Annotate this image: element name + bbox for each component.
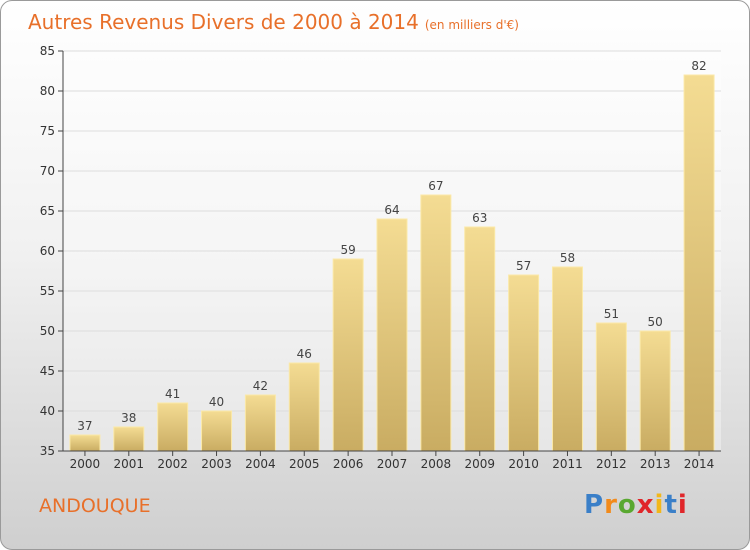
y-tick-label: 50 <box>40 324 55 338</box>
bar <box>420 194 452 452</box>
data-label: 40 <box>209 395 224 409</box>
logo-letter: x <box>636 490 655 520</box>
data-label: 41 <box>165 387 180 401</box>
x-tick-label: 2005 <box>289 457 320 471</box>
bar <box>113 426 145 452</box>
data-label: 82 <box>691 59 706 73</box>
logo-letter: i <box>677 490 688 520</box>
bar <box>201 410 233 452</box>
x-tick-label: 2004 <box>245 457 276 471</box>
y-tick-label: 70 <box>40 164 55 178</box>
data-label: 37 <box>77 419 92 433</box>
bar <box>244 394 276 452</box>
y-tick-label: 45 <box>40 364 55 378</box>
bar <box>508 274 540 452</box>
y-tick-label: 85 <box>40 44 55 58</box>
bar <box>639 330 671 452</box>
y-tick-label: 40 <box>40 404 55 418</box>
bar <box>464 226 496 452</box>
data-label: 67 <box>428 179 443 193</box>
x-tick-label: 2008 <box>421 457 452 471</box>
bar <box>288 362 320 452</box>
data-label: 50 <box>648 315 663 329</box>
logo-letter: r <box>604 490 618 520</box>
bar <box>376 218 408 452</box>
bar <box>157 402 189 452</box>
y-tick-label: 60 <box>40 244 55 258</box>
bars <box>69 74 715 452</box>
commune-name: ANDOUQUE <box>39 495 151 517</box>
x-tick-label: 2003 <box>201 457 232 471</box>
title-unit: (en milliers d'€) <box>424 18 519 32</box>
y-tick-label: 75 <box>40 124 55 138</box>
data-label: 38 <box>121 411 136 425</box>
data-label: 63 <box>472 211 487 225</box>
x-tick-label: 2012 <box>596 457 627 471</box>
bar <box>69 434 101 452</box>
x-tick-label: 2001 <box>114 457 145 471</box>
title-text: Autres Revenus Divers de 2000 à 2014 <box>28 10 419 34</box>
axes <box>58 50 721 456</box>
y-tick-label: 35 <box>40 444 55 458</box>
logo-letter: i <box>654 490 665 520</box>
bar <box>551 266 583 452</box>
data-label: 51 <box>604 307 619 321</box>
logo-letter: o <box>617 490 637 520</box>
x-tick-label: 2002 <box>157 457 188 471</box>
y-tick-label: 80 <box>40 84 55 98</box>
data-label: 46 <box>297 347 312 361</box>
bar <box>332 258 364 452</box>
data-label: 58 <box>560 251 575 265</box>
x-tick-label: 2014 <box>684 457 715 471</box>
x-tick-label: 2011 <box>552 457 583 471</box>
data-label: 59 <box>340 243 355 257</box>
x-tick-label: 2010 <box>508 457 539 471</box>
chart-title: Autres Revenus Divers de 2000 à 2014 (en … <box>28 10 519 34</box>
data-label: 57 <box>516 259 531 273</box>
data-label: 42 <box>253 379 268 393</box>
logo-letter: t <box>664 490 678 520</box>
y-tick-label: 55 <box>40 284 55 298</box>
x-tick-label: 2013 <box>640 457 671 471</box>
y-tick-label: 65 <box>40 204 55 218</box>
logo-letter: P <box>584 490 605 520</box>
bar <box>595 322 627 452</box>
labels: 35 40 45 50 55 60 65 70 75 80 85 37 2000 38 2001 41 2002… <box>40 44 715 471</box>
data-label: 64 <box>384 203 399 217</box>
x-tick-label: 2006 <box>333 457 364 471</box>
x-tick-label: 2009 <box>464 457 495 471</box>
x-tick-label: 2007 <box>377 457 408 471</box>
proxiti-logo: Proxiti <box>584 490 688 520</box>
x-tick-label: 2000 <box>70 457 101 471</box>
bar <box>683 74 715 452</box>
